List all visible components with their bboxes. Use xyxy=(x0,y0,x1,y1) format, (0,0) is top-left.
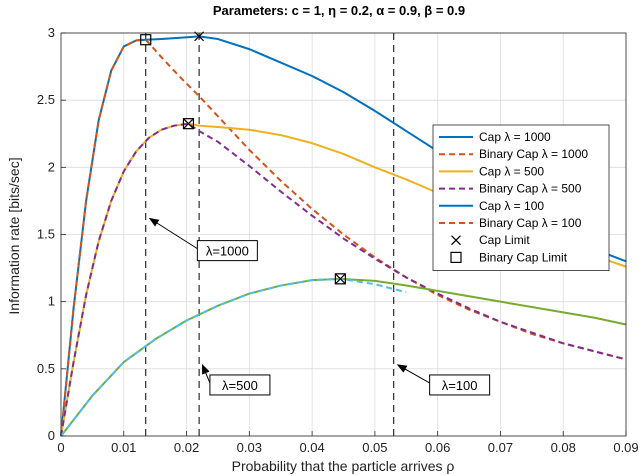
annotations: λ=1000 λ=500 λ=100 xyxy=(148,217,491,396)
legend-label: Binary Cap λ = 1000 xyxy=(479,147,588,161)
y-tick-label: 3 xyxy=(48,25,55,40)
legend-entry: Cap λ = 1000 xyxy=(439,130,551,144)
annotation-box xyxy=(209,374,271,396)
y-tick-label: 0.5 xyxy=(37,361,55,376)
legend-entry: Binary Cap λ = 100 xyxy=(439,216,582,230)
y-tick-label: 0 xyxy=(48,428,55,443)
cap-limit-marker xyxy=(335,273,346,284)
legend-entry: Cap λ = 500 xyxy=(439,164,544,178)
annotation-label: λ=500 xyxy=(222,378,258,393)
annotation-box xyxy=(429,374,491,396)
x-axis-ticks: 0 0.01 0.02 0.03 0.04 0.05 0.06 0.07 0.08 0.09 xyxy=(57,431,639,455)
legend-entry: Binary Cap λ = 1000 xyxy=(439,147,588,161)
y-tick-label: 2 xyxy=(48,159,55,174)
legend-label: Cap λ = 500 xyxy=(479,164,544,178)
legend-label: Binary Cap λ = 100 xyxy=(479,216,582,230)
legend-entry: Binary Cap Limit xyxy=(450,250,568,264)
y-tick-label: 1 xyxy=(48,294,55,309)
x-tick-label: 0.03 xyxy=(237,440,262,455)
x-tick-label: 0.05 xyxy=(362,440,387,455)
x-tick-label: 0.06 xyxy=(425,440,450,455)
x-tick-label: 0 xyxy=(57,440,64,455)
legend-label: Cap λ = 1000 xyxy=(479,130,551,144)
legend-label: Cap λ = 100 xyxy=(479,199,544,213)
x-tick-label: 0.09 xyxy=(613,440,638,455)
legend-entry: Cap Limit xyxy=(451,233,530,247)
series-line-4 xyxy=(60,122,627,437)
y-tick-label: 2.5 xyxy=(37,92,55,107)
annotation-arrow xyxy=(201,363,211,384)
annotation-box xyxy=(196,240,258,262)
legend-label: Binary Cap λ = 500 xyxy=(479,182,582,196)
annotation: λ=500 xyxy=(201,363,271,396)
legend-binary-cap-limit-icon xyxy=(450,251,462,263)
binary-cap-limit-marker xyxy=(334,273,346,285)
legend-label: Cap Limit xyxy=(479,233,530,247)
series-line-6 xyxy=(60,277,407,437)
y-axis-ticks: 0 0.5 1 1.5 2 2.5 3 xyxy=(37,25,66,443)
legend-entry: Cap λ = 100 xyxy=(439,199,544,213)
annotation: λ=100 xyxy=(396,364,491,396)
legend: Cap λ = 1000 Binary Cap λ = 1000 Cap λ = 5… xyxy=(432,124,610,272)
y-tick-label: 1.5 xyxy=(37,227,55,242)
binary-cap-limit-marker xyxy=(140,34,152,46)
x-tick-label: 0.07 xyxy=(488,440,513,455)
x-axis-label: Probability that the particle arrives ρ xyxy=(232,458,455,474)
x-tick-label: 0.02 xyxy=(174,440,199,455)
legend-label: Binary Cap Limit xyxy=(479,250,568,264)
cap-limit-marker xyxy=(183,118,194,129)
annotation-arrow xyxy=(396,364,430,384)
annotation-arrow xyxy=(148,217,198,250)
series-line-2 xyxy=(60,38,627,437)
annotation-label: λ=100 xyxy=(442,378,478,393)
x-tick-label: 0.04 xyxy=(299,440,324,455)
annotation: λ=1000 xyxy=(148,217,258,262)
legend-entry: Binary Cap λ = 500 xyxy=(439,182,582,196)
legend-cap-limit-icon xyxy=(451,235,461,246)
y-axis-label: Information rate [bits/sec] xyxy=(6,157,22,314)
annotation-label: λ=1000 xyxy=(206,244,249,259)
binary-cap-limit-marker xyxy=(182,118,195,130)
x-tick-label: 0.08 xyxy=(551,440,576,455)
chart-title: Parameters: c = 1, η = 0.2, α = 0.9, β =… xyxy=(213,3,465,18)
x-tick-label: 0.01 xyxy=(111,440,136,455)
legend-box xyxy=(432,124,610,272)
